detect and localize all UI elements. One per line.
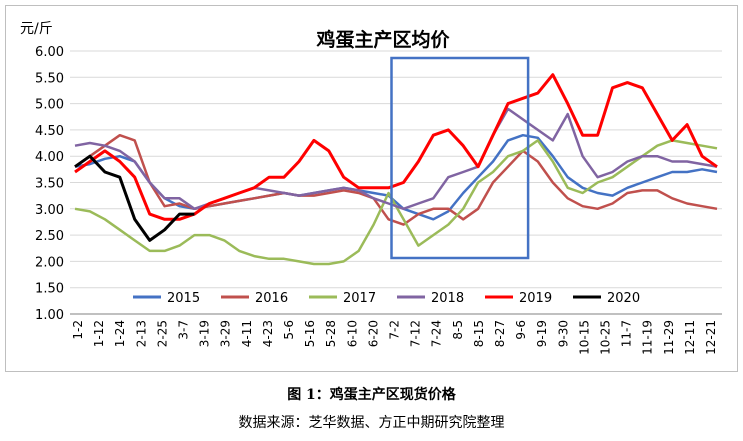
y-tick-label: 6.00 bbox=[35, 45, 64, 60]
series-line-2016 bbox=[74, 133, 718, 226]
y-axis-unit-label: 元/斤 bbox=[20, 21, 53, 37]
figure-caption: 图 1：鸡蛋主产区现货价格 bbox=[287, 387, 456, 403]
legend-label-2015: 2015 bbox=[167, 291, 200, 306]
series-line-2015 bbox=[74, 133, 718, 221]
y-tick-label: 3.50 bbox=[35, 177, 64, 192]
x-tick-label: 5-6 bbox=[282, 320, 296, 340]
series-line-2018 bbox=[74, 107, 718, 211]
x-tick-label: 4-11 bbox=[240, 320, 254, 347]
legend: 2015 2016 2017 2018 2019 2020 bbox=[133, 291, 640, 306]
x-tick-label: 12-21 bbox=[704, 320, 718, 355]
x-tick-label: 1-12 bbox=[92, 320, 106, 347]
x-tick-label: 10-25 bbox=[599, 320, 613, 355]
x-tick-label: 11-29 bbox=[662, 320, 676, 355]
legend-label-2018: 2018 bbox=[431, 291, 464, 306]
y-tick-label: 4.50 bbox=[35, 124, 64, 139]
x-tick-label: 10-15 bbox=[577, 320, 591, 355]
x-tick-label: 3-29 bbox=[219, 320, 233, 347]
series-line-2019 bbox=[74, 73, 718, 221]
x-tick-label: 9-6 bbox=[514, 320, 528, 340]
x-tick-label: 6-10 bbox=[345, 320, 359, 347]
legend-label-2016: 2016 bbox=[255, 291, 288, 306]
x-tick-label: 8-5 bbox=[451, 320, 465, 340]
x-tick-label: 8-15 bbox=[472, 320, 486, 347]
y-tick-label: 2.00 bbox=[35, 255, 64, 270]
x-tick-label: 8-27 bbox=[493, 320, 507, 347]
y-axis-ticks: 1.00 1.50 2.00 2.50 3.00 3.50 4.00 4.50 5.00 5.50… bbox=[35, 45, 64, 323]
x-tick-label: 11-19 bbox=[641, 320, 655, 355]
y-tick-label: 4.00 bbox=[35, 150, 64, 165]
x-tick-label: 9-30 bbox=[556, 320, 570, 347]
x-tick-label: 2-13 bbox=[134, 320, 148, 347]
y-tick-label: 5.50 bbox=[35, 71, 64, 86]
y-tick-label: 1.00 bbox=[35, 308, 64, 323]
x-tick-label: 5-16 bbox=[303, 320, 317, 347]
y-tick-label: 1.50 bbox=[35, 282, 64, 297]
x-tick-label: 6-20 bbox=[366, 320, 380, 347]
y-tick-label: 3.00 bbox=[35, 203, 64, 218]
y-tick-label: 2.50 bbox=[35, 229, 64, 244]
x-tick-label: 7-12 bbox=[409, 320, 423, 347]
plot-area bbox=[74, 56, 718, 266]
x-tick-label: 1-2 bbox=[71, 320, 85, 340]
chart-svg: 1.00 1.50 2.00 2.50 3.00 3.50 4.00 4.50 5.00 5.50… bbox=[20, 21, 722, 355]
x-tick-label: 5-28 bbox=[324, 320, 338, 347]
x-tick-label: 3-19 bbox=[198, 320, 212, 347]
figure-source: 数据来源：芝华数据、方正中期研究院整理 bbox=[238, 415, 505, 431]
x-tick-label: 7-2 bbox=[388, 320, 402, 340]
x-axis-ticks: 1-2 1-12 1-24 2-13 2-25 3-7 3-19 3-29 4-11 4-23 5-… bbox=[71, 320, 718, 355]
chart-frame bbox=[5, 5, 738, 372]
x-tick-label: 7-24 bbox=[430, 320, 444, 347]
series-line-2020 bbox=[74, 154, 195, 242]
x-tick-label: 4-23 bbox=[261, 320, 275, 347]
x-tick-label: 2-25 bbox=[155, 320, 169, 347]
x-tick-label: 11-7 bbox=[620, 320, 634, 347]
x-tick-label: 9-19 bbox=[535, 320, 549, 347]
legend-label-2020: 2020 bbox=[607, 291, 640, 306]
y-tick-label: 5.00 bbox=[35, 98, 64, 113]
x-tick-label: 1-24 bbox=[113, 320, 127, 347]
legend-label-2017: 2017 bbox=[343, 291, 376, 306]
x-tick-label: 12-11 bbox=[683, 320, 697, 355]
chart-title: 鸡蛋主产区均价 bbox=[315, 28, 450, 51]
legend-label-2019: 2019 bbox=[519, 291, 552, 306]
x-tick-label: 3-7 bbox=[177, 320, 191, 340]
highlight-box bbox=[390, 56, 530, 260]
grid-lines bbox=[70, 50, 722, 315]
